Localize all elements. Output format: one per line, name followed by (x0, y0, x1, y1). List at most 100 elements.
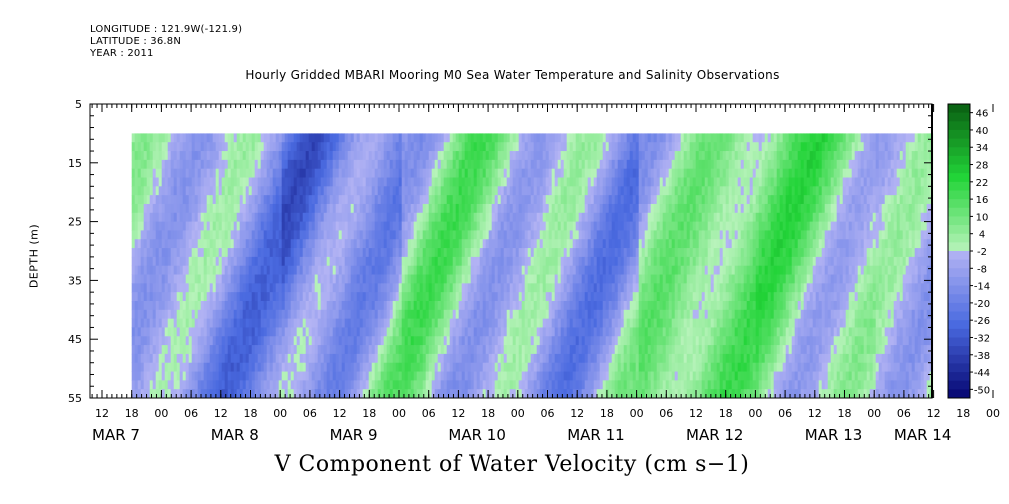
heatmap-cell (593, 327, 598, 337)
heatmap-cell (581, 212, 586, 222)
heatmap-cell (401, 318, 406, 328)
heatmap-cell (488, 212, 493, 222)
heatmap-cell (374, 195, 379, 205)
heatmap-cell (296, 230, 301, 240)
heatmap-cell (221, 230, 226, 240)
heatmap-cell (437, 389, 442, 399)
heatmap-cell (356, 159, 361, 170)
heatmap-cell (143, 195, 148, 205)
heatmap-cell (215, 389, 220, 399)
heatmap-cell (212, 283, 217, 293)
heatmap-cell (617, 151, 622, 161)
heatmap-cell (263, 274, 268, 284)
heatmap-cell (506, 318, 511, 328)
heatmap-cell (479, 292, 484, 302)
heatmap-cell (167, 389, 172, 399)
heatmap-cell (398, 380, 403, 390)
heatmap-cell (605, 292, 610, 302)
heatmap-cell (479, 212, 484, 222)
heatmap-cell (557, 256, 562, 267)
heatmap-cell (422, 186, 427, 196)
heatmap-cell (329, 274, 334, 284)
heatmap-cell (191, 203, 196, 214)
heatmap-cell (425, 292, 430, 302)
heatmap-cell (179, 151, 184, 161)
heatmap-cell (197, 265, 202, 275)
heatmap-cell (536, 283, 541, 293)
heatmap-cell (578, 292, 583, 302)
heatmap-cell (611, 300, 616, 311)
heatmap-cell (275, 265, 280, 275)
heatmap-cell (239, 274, 244, 284)
heatmap-cell (305, 274, 310, 284)
heatmap-cell (569, 142, 574, 152)
heatmap-cell (296, 353, 301, 364)
heatmap-cell (446, 256, 451, 267)
heatmap-cell (239, 345, 244, 355)
heatmap-cell (365, 177, 370, 187)
heatmap-cell (329, 336, 334, 346)
heatmap-cell (377, 133, 382, 143)
heatmap-cell (506, 300, 511, 311)
heatmap-cell (407, 309, 412, 320)
heatmap-cell (290, 380, 295, 390)
heatmap-cell (617, 292, 622, 302)
heatmap-cell (560, 142, 565, 152)
heatmap-cell (320, 151, 325, 161)
heatmap-cell (371, 186, 376, 196)
heatmap-cell (575, 168, 580, 178)
heatmap-cell (371, 159, 376, 170)
heatmap-cell (470, 380, 475, 390)
heatmap-cell (137, 203, 142, 214)
heatmap-cell (227, 248, 232, 258)
heatmap-cell (332, 230, 337, 240)
heatmap-cell (353, 274, 358, 284)
heatmap-cell (458, 177, 463, 187)
heatmap-cell (422, 230, 427, 240)
heatmap-cell (572, 177, 577, 187)
heatmap-cell (200, 133, 205, 143)
heatmap-cell (233, 274, 238, 284)
heatmap-cell (596, 327, 601, 337)
heatmap-cell (596, 371, 601, 381)
heatmap-cell (446, 389, 451, 399)
heatmap-cell (518, 353, 523, 364)
heatmap-cell (473, 133, 478, 143)
heatmap-cell (170, 248, 175, 258)
heatmap-cell (563, 371, 568, 381)
heatmap-cell (566, 336, 571, 346)
heatmap-cell (623, 274, 628, 284)
heatmap-cell (362, 345, 367, 355)
heatmap-cell (566, 159, 571, 170)
heatmap-cell (143, 265, 148, 275)
heatmap-cell (575, 371, 580, 381)
heatmap-cell (431, 318, 436, 328)
heatmap-cell (311, 212, 316, 222)
heatmap-cell (578, 327, 583, 337)
heatmap-cell (236, 151, 241, 161)
heatmap-cell (344, 283, 349, 293)
heatmap-cell (320, 380, 325, 390)
heatmap-cell (170, 353, 175, 364)
heatmap-cell (539, 186, 544, 196)
heatmap-cell (248, 186, 253, 196)
heatmap-cell (290, 265, 295, 275)
heatmap-cell (464, 256, 469, 267)
heatmap-cell (419, 318, 424, 328)
heatmap-cell (437, 186, 442, 196)
heatmap-cell (389, 283, 394, 293)
heatmap-cell (425, 318, 430, 328)
heatmap-cell (479, 203, 484, 214)
heatmap-cell (155, 159, 160, 170)
heatmap-cell (152, 195, 157, 205)
heatmap-cell (224, 248, 229, 258)
heatmap-cell (326, 133, 331, 143)
heatmap-cell (395, 380, 400, 390)
heatmap-cell (467, 186, 472, 196)
heatmap-cell (146, 256, 151, 267)
heatmap-cell (437, 248, 442, 258)
heatmap-cell (242, 168, 247, 178)
heatmap-cell (419, 230, 424, 240)
heatmap-cell (278, 159, 283, 170)
heatmap-cell (353, 327, 358, 337)
